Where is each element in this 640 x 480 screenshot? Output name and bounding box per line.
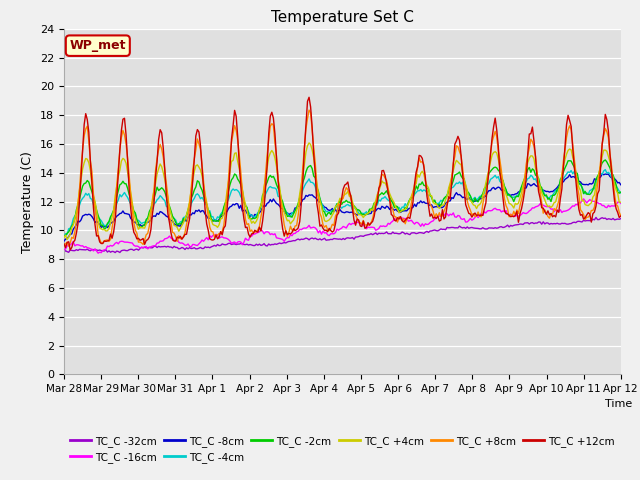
TC_C -16cm: [589, 199, 596, 204]
TC_C +4cm: [63, 237, 71, 242]
Text: Time: Time: [605, 398, 632, 408]
TC_C +12cm: [307, 104, 314, 110]
TC_C -32cm: [305, 237, 313, 243]
TC_C -2cm: [617, 189, 625, 195]
TC_C +4cm: [617, 199, 625, 205]
TC_C -8cm: [60, 238, 68, 244]
TC_C -32cm: [130, 248, 138, 253]
TC_C +12cm: [255, 224, 263, 230]
TC_C -2cm: [254, 212, 262, 217]
TC_C -4cm: [60, 233, 68, 239]
TC_C +8cm: [60, 242, 68, 248]
TC_C -8cm: [617, 182, 625, 188]
TC_C -2cm: [244, 212, 252, 218]
TC_C -8cm: [586, 180, 594, 186]
TC_C -32cm: [60, 249, 68, 255]
TC_C -4cm: [226, 192, 234, 198]
TC_C +8cm: [307, 110, 314, 116]
Line: TC_C -8cm: TC_C -8cm: [64, 174, 621, 241]
TC_C -2cm: [60, 233, 68, 239]
Line: TC_C +8cm: TC_C +8cm: [64, 110, 621, 246]
TC_C -16cm: [305, 222, 313, 228]
TC_C +12cm: [246, 234, 254, 240]
TC_C +4cm: [305, 140, 313, 146]
TC_C +8cm: [255, 224, 263, 229]
TC_C +12cm: [589, 211, 596, 216]
TC_C -16cm: [255, 229, 263, 235]
TC_C -32cm: [246, 241, 254, 247]
TC_C +12cm: [305, 95, 313, 100]
TC_C +8cm: [617, 213, 625, 219]
TC_C -2cm: [303, 165, 311, 170]
TC_C -32cm: [228, 241, 236, 247]
Text: WP_met: WP_met: [70, 39, 126, 52]
TC_C -16cm: [617, 201, 625, 206]
TC_C -32cm: [588, 218, 595, 224]
TC_C +4cm: [130, 211, 138, 217]
Line: TC_C -16cm: TC_C -16cm: [64, 199, 621, 253]
TC_C -16cm: [60, 247, 68, 252]
TC_C -16cm: [580, 196, 588, 202]
TC_C +8cm: [130, 220, 138, 226]
TC_C -4cm: [602, 167, 609, 172]
TC_C +4cm: [307, 142, 314, 147]
TC_C -16cm: [228, 240, 236, 246]
TC_C +12cm: [60, 241, 68, 247]
Title: Temperature Set C: Temperature Set C: [271, 10, 414, 25]
TC_C +12cm: [130, 229, 138, 235]
TC_C -32cm: [255, 241, 263, 247]
TC_C -8cm: [226, 204, 234, 210]
TC_C -4cm: [244, 209, 252, 215]
TC_C -2cm: [129, 202, 136, 208]
Line: TC_C -2cm: TC_C -2cm: [64, 160, 621, 236]
TC_C -8cm: [254, 212, 262, 217]
TC_C +12cm: [67, 247, 74, 253]
Legend: TC_C -32cm, TC_C -16cm, TC_C -8cm, TC_C -4cm, TC_C -2cm, TC_C +4cm, TC_C +8cm, T: TC_C -32cm, TC_C -16cm, TC_C -8cm, TC_C …: [66, 432, 619, 467]
TC_C +8cm: [589, 207, 596, 213]
TC_C -8cm: [602, 171, 609, 177]
TC_C +8cm: [228, 139, 236, 145]
Line: TC_C +12cm: TC_C +12cm: [64, 97, 621, 250]
TC_C -16cm: [130, 242, 138, 248]
Line: TC_C -4cm: TC_C -4cm: [64, 169, 621, 236]
TC_C +4cm: [228, 158, 236, 164]
Line: TC_C -32cm: TC_C -32cm: [64, 217, 621, 252]
TC_C -8cm: [129, 217, 136, 223]
TC_C +8cm: [65, 243, 72, 249]
TC_C -4cm: [617, 190, 625, 196]
TC_C -2cm: [586, 192, 594, 197]
TC_C -32cm: [111, 250, 119, 255]
TC_C -32cm: [592, 215, 600, 220]
TC_C +4cm: [246, 216, 254, 221]
TC_C -2cm: [602, 157, 609, 163]
TC_C -16cm: [246, 233, 254, 239]
TC_C +8cm: [305, 107, 313, 113]
TC_C -4cm: [303, 179, 311, 184]
TC_C -2cm: [226, 182, 234, 188]
TC_C +4cm: [255, 206, 263, 212]
Line: TC_C +4cm: TC_C +4cm: [64, 143, 621, 240]
TC_C +4cm: [589, 194, 596, 200]
TC_C +12cm: [228, 136, 236, 142]
TC_C -4cm: [254, 210, 262, 216]
TC_C -8cm: [303, 193, 311, 199]
TC_C -32cm: [617, 216, 625, 222]
TC_C +8cm: [246, 228, 254, 234]
TC_C +12cm: [617, 213, 625, 219]
Y-axis label: Temperature (C): Temperature (C): [22, 151, 35, 252]
TC_C -4cm: [129, 204, 136, 210]
TC_C -4cm: [586, 188, 594, 193]
TC_C -16cm: [94, 250, 102, 256]
TC_C -8cm: [244, 213, 252, 218]
TC_C +4cm: [60, 235, 68, 240]
